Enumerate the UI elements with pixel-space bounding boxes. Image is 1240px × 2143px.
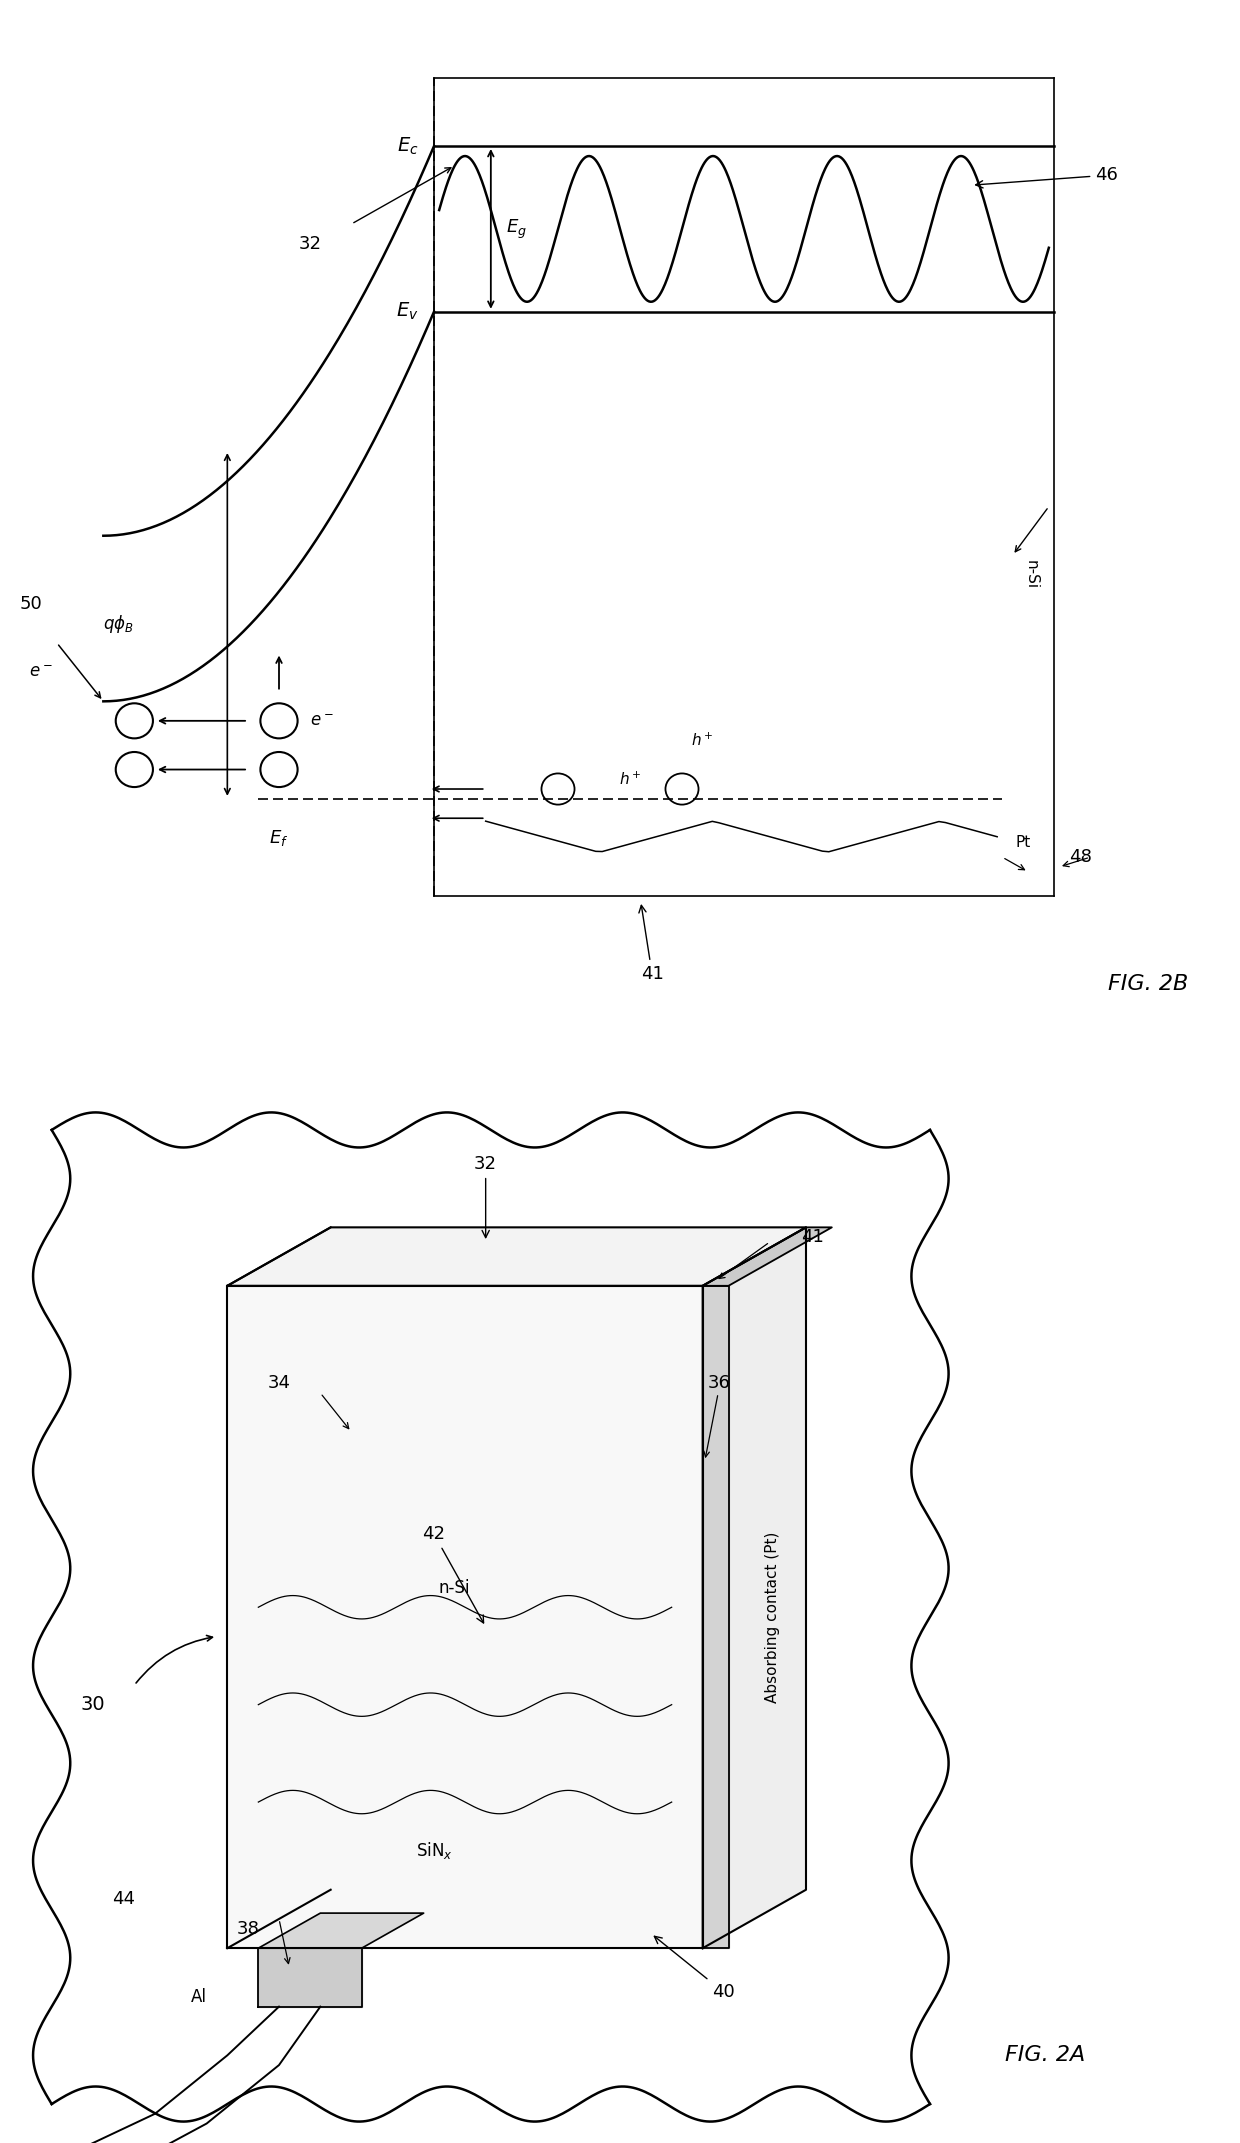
Polygon shape [258, 1914, 424, 1948]
Text: 41: 41 [801, 1228, 823, 1245]
Polygon shape [258, 1948, 362, 2006]
Text: $E_g$: $E_g$ [506, 216, 527, 240]
Polygon shape [703, 1228, 832, 1286]
Text: n-Si: n-Si [1023, 559, 1038, 589]
Text: 46: 46 [976, 167, 1118, 189]
Text: FIG. 2B: FIG. 2B [1109, 973, 1188, 994]
Text: $E_c$: $E_c$ [397, 135, 418, 156]
Text: $e^-$: $e^-$ [30, 662, 53, 681]
Text: 38: 38 [237, 1920, 259, 1937]
Text: Al: Al [191, 1989, 207, 2006]
Text: 30: 30 [81, 1695, 105, 1714]
Text: 48: 48 [1069, 849, 1092, 866]
Text: $h^+$: $h^+$ [692, 731, 714, 748]
Text: Absorbing contact (Pt): Absorbing contact (Pt) [765, 1532, 780, 1704]
Text: 40: 40 [655, 1937, 735, 2002]
Text: 42: 42 [423, 1526, 484, 1622]
Text: 34: 34 [268, 1374, 290, 1393]
Text: $q\phi_B$: $q\phi_B$ [103, 613, 134, 636]
Polygon shape [703, 1286, 729, 1948]
Text: 41: 41 [639, 904, 663, 984]
Text: 32: 32 [299, 234, 321, 253]
Text: 36: 36 [708, 1374, 730, 1393]
Text: FIG. 2A: FIG. 2A [1004, 2044, 1085, 2066]
Text: $e^-$: $e^-$ [310, 711, 334, 731]
Text: $h^+$: $h^+$ [619, 771, 641, 789]
Polygon shape [227, 1286, 703, 1948]
Polygon shape [227, 1228, 806, 1286]
Text: $E_v$: $E_v$ [396, 300, 418, 321]
Text: 32: 32 [474, 1155, 497, 1239]
Text: Pt: Pt [1016, 836, 1030, 851]
Text: 50: 50 [20, 596, 42, 613]
Text: n-Si: n-Si [439, 1579, 470, 1597]
Polygon shape [703, 1228, 806, 1948]
Text: 44: 44 [113, 1890, 135, 1909]
Text: SiN$_x$: SiN$_x$ [415, 1841, 453, 1862]
Text: $E_f$: $E_f$ [269, 827, 288, 849]
